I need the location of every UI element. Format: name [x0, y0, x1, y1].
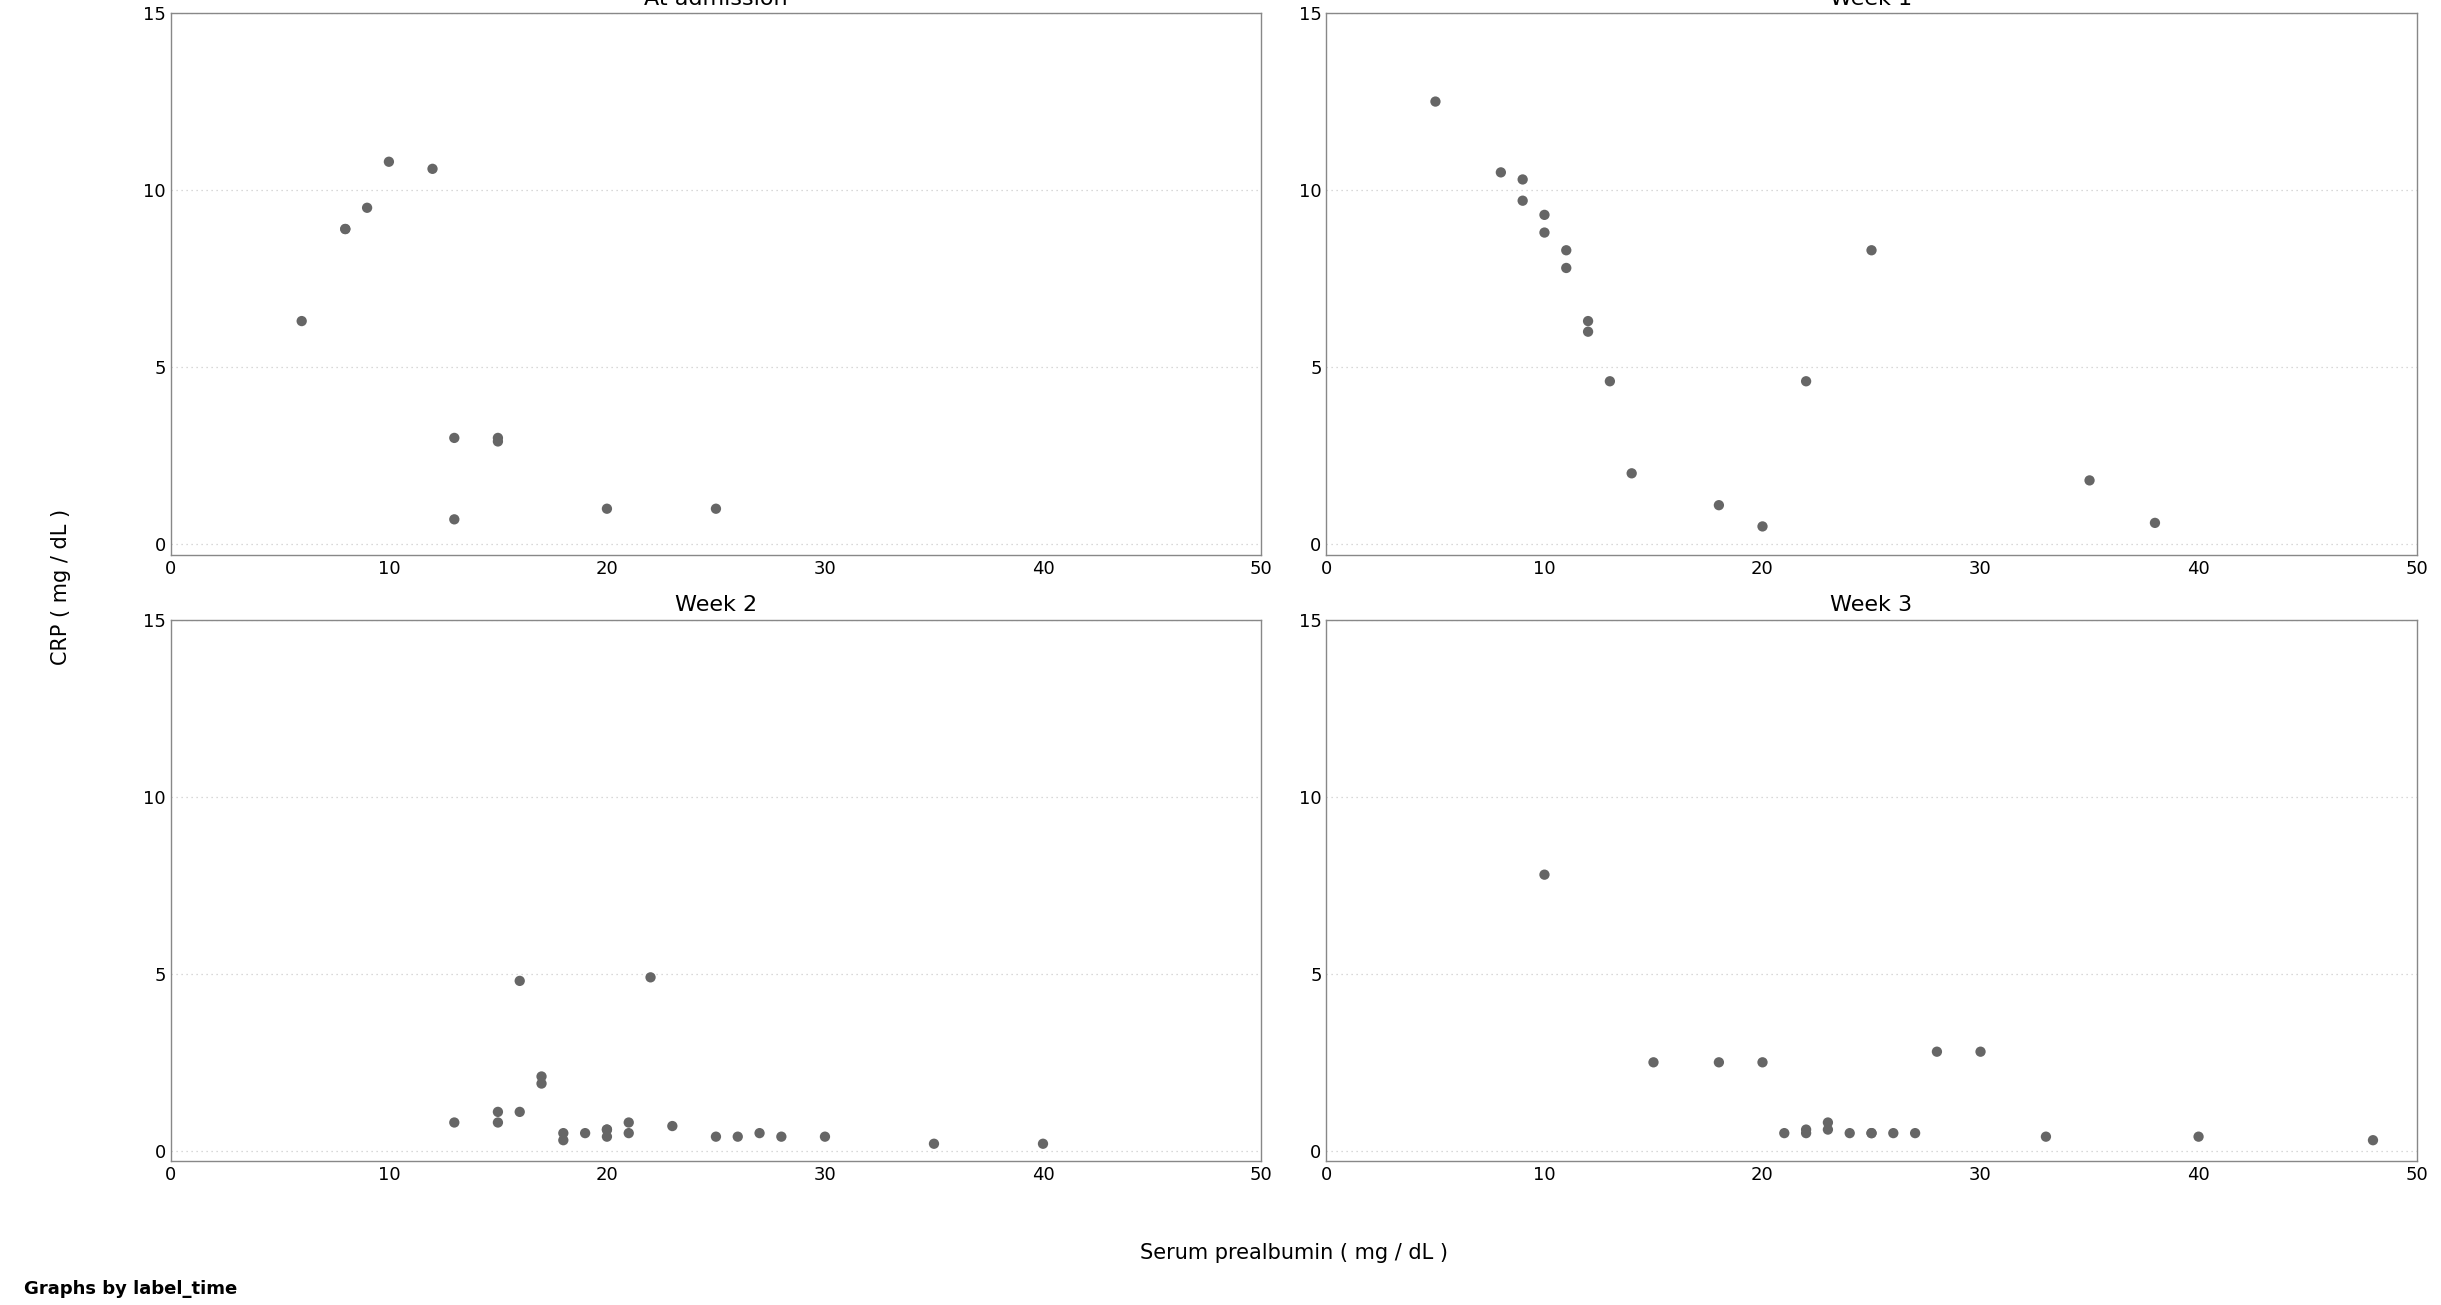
- Point: [718, 1126, 757, 1147]
- Point: [915, 1133, 954, 1154]
- Point: [652, 1116, 691, 1137]
- Point: [1875, 1122, 1914, 1143]
- Point: [2180, 1126, 2219, 1147]
- Point: [1743, 515, 1782, 536]
- Point: [1023, 1133, 1062, 1154]
- Point: [1916, 1041, 1955, 1062]
- Point: [610, 1112, 649, 1133]
- Point: [283, 311, 322, 331]
- Point: [588, 1120, 627, 1141]
- Text: CRP ( mg / dL ): CRP ( mg / dL ): [51, 509, 71, 666]
- Point: [1526, 205, 1565, 226]
- Point: [2026, 1126, 2065, 1147]
- Point: [1504, 170, 1543, 191]
- Point: [522, 1073, 561, 1094]
- Point: [478, 431, 517, 452]
- Point: [544, 1130, 583, 1151]
- Point: [1548, 240, 1587, 261]
- Point: [566, 1122, 605, 1143]
- Point: [413, 158, 452, 179]
- Title: At admission: At admission: [644, 0, 788, 9]
- Point: [2353, 1130, 2392, 1151]
- Point: [1699, 495, 1738, 515]
- Point: [696, 1126, 735, 1147]
- Title: Week 1: Week 1: [1831, 0, 1914, 9]
- Point: [1633, 1052, 1672, 1073]
- Point: [740, 1122, 779, 1143]
- Point: [369, 151, 408, 172]
- Point: [434, 509, 474, 530]
- Point: [1831, 1122, 1870, 1143]
- Point: [588, 1120, 627, 1141]
- Point: [1570, 311, 1609, 331]
- Point: [544, 1122, 583, 1143]
- Point: [1482, 162, 1521, 183]
- Point: [434, 428, 474, 449]
- Text: Graphs by label_time: Graphs by label_time: [24, 1280, 237, 1298]
- Point: [1526, 222, 1565, 243]
- Point: [1592, 371, 1631, 391]
- Point: [588, 1126, 627, 1147]
- Point: [1416, 91, 1455, 112]
- Point: [1960, 1041, 1999, 1062]
- Point: [1699, 1052, 1738, 1073]
- Point: [1787, 371, 1826, 391]
- Point: [1897, 1122, 1936, 1143]
- Point: [434, 1112, 474, 1133]
- Point: [762, 1126, 801, 1147]
- Point: [522, 1066, 561, 1087]
- Point: [1611, 463, 1650, 484]
- Point: [500, 1101, 539, 1122]
- Point: [1853, 240, 1892, 261]
- Point: [1853, 1122, 1892, 1143]
- Point: [478, 428, 517, 449]
- Point: [1504, 191, 1543, 211]
- Point: [1809, 1112, 1848, 1133]
- Point: [478, 1101, 517, 1122]
- Point: [610, 1122, 649, 1143]
- Point: [1787, 1122, 1826, 1143]
- Point: [1765, 1122, 1804, 1143]
- Text: Serum prealbumin ( mg / dL ): Serum prealbumin ( mg / dL ): [1140, 1242, 1448, 1263]
- Point: [1787, 1120, 1826, 1141]
- Point: [478, 1112, 517, 1133]
- Point: [347, 197, 386, 218]
- Point: [1853, 1122, 1892, 1143]
- Point: [696, 499, 735, 519]
- Point: [1570, 321, 1609, 342]
- Point: [2070, 470, 2109, 491]
- Point: [588, 499, 627, 519]
- Title: Week 2: Week 2: [674, 595, 757, 616]
- Point: [1809, 1120, 1848, 1141]
- Point: [500, 971, 539, 992]
- Point: [632, 967, 671, 988]
- Point: [806, 1126, 845, 1147]
- Point: [2136, 513, 2175, 534]
- Point: [1743, 1052, 1782, 1073]
- Title: Week 3: Week 3: [1831, 595, 1914, 616]
- Point: [1548, 257, 1587, 278]
- Point: [1526, 864, 1565, 885]
- Point: [325, 218, 364, 239]
- Point: [325, 218, 364, 239]
